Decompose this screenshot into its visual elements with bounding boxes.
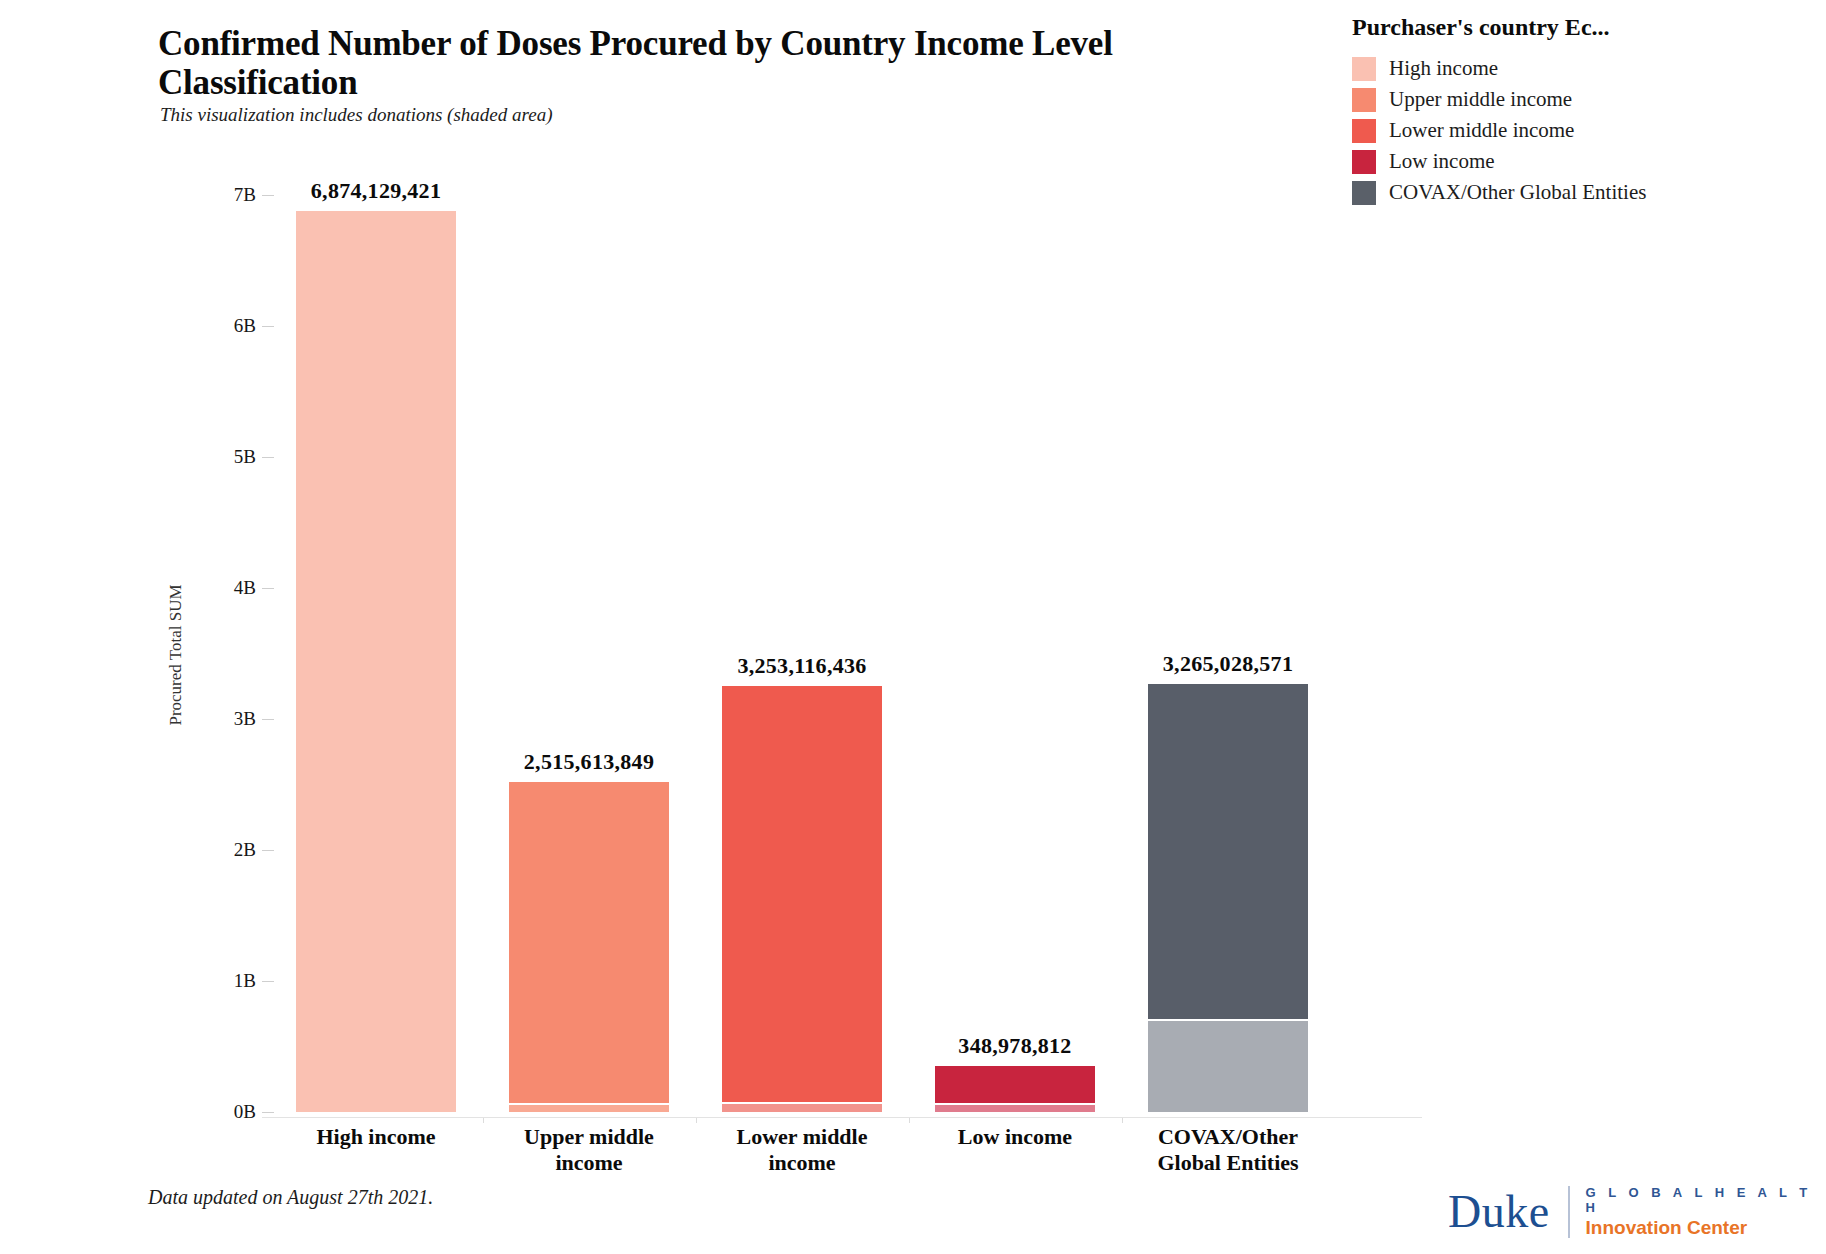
duke-ghic-logo: Duke G L O B A L H E A L T H Innovation …	[1448, 1182, 1826, 1242]
bar-covax-other-global-entities[interactable]	[1148, 684, 1308, 1112]
legend-swatch	[1352, 57, 1376, 81]
y-tick-2b: 2B	[196, 838, 256, 862]
category-label-high-income: High income	[256, 1124, 496, 1150]
legend-label: High income	[1389, 56, 1498, 81]
legend-label: Lower middle income	[1389, 118, 1574, 143]
logo-innovation-center: Innovation Center	[1586, 1217, 1826, 1239]
bar-high-income[interactable]	[296, 211, 456, 1112]
y-tick-mark	[262, 1112, 274, 1113]
x-axis-line	[262, 1117, 1422, 1118]
duke-wordmark: Duke	[1448, 1182, 1550, 1242]
category-label-upper-middle-income: Upper middleincome	[469, 1124, 709, 1176]
legend-swatch	[1352, 88, 1376, 112]
logo-global-health: G L O B A L H E A L T H	[1586, 1185, 1826, 1215]
y-tick-1b: 1B	[196, 969, 256, 993]
y-tick-mark	[262, 719, 274, 720]
logo-text: G L O B A L H E A L T H Innovation Cente…	[1586, 1185, 1826, 1239]
legend-swatch	[1352, 119, 1376, 143]
y-tick-mark	[262, 850, 274, 851]
y-tick-0b: 0B	[196, 1100, 256, 1124]
value-label-covax-other-global-entities: 3,265,028,571	[1078, 651, 1378, 677]
bar-segment-procured[interactable]	[296, 211, 456, 1112]
value-label-lower-middle-income: 3,253,116,436	[652, 653, 952, 679]
y-tick-3b: 3B	[196, 707, 256, 731]
legend-title: Purchaser's country Ec...	[1352, 14, 1772, 41]
category-label-lower-middle-income: Lower middleincome	[682, 1124, 922, 1176]
legend: Purchaser's country Ec... High income Upp…	[1352, 14, 1772, 208]
bar-segment-procured[interactable]	[509, 782, 669, 1102]
dashboard: Confirmed Number of Doses Procured by Co…	[0, 0, 1826, 1254]
legend-label: Upper middle income	[1389, 87, 1572, 112]
bar-upper-middle-income[interactable]	[509, 782, 669, 1112]
bar-segment-procured[interactable]	[1148, 684, 1308, 1019]
y-tick-5b: 5B	[196, 445, 256, 469]
legend-item-high-income[interactable]: High income	[1352, 53, 1772, 84]
bar-segment-donations[interactable]	[722, 1102, 882, 1112]
y-tick-4b: 4B	[196, 576, 256, 600]
legend-swatch	[1352, 150, 1376, 174]
bar-segment-donations[interactable]	[935, 1103, 1095, 1112]
category-label-low-income: Low income	[895, 1124, 1135, 1150]
category-label-covax-other-global-entities: COVAX/OtherGlobal Entities	[1108, 1124, 1348, 1176]
bar-lower-middle-income[interactable]	[722, 686, 882, 1112]
value-label-low-income: 348,978,812	[865, 1033, 1165, 1059]
y-tick-mark	[262, 588, 274, 589]
logo-divider	[1568, 1186, 1570, 1238]
page-title: Confirmed Number of Doses Procured by Co…	[158, 24, 1238, 102]
value-label-upper-middle-income: 2,515,613,849	[439, 749, 739, 775]
bar-segment-procured[interactable]	[722, 686, 882, 1102]
value-label-high-income: 6,874,129,421	[226, 178, 526, 204]
legend-label: Low income	[1389, 149, 1495, 174]
legend-items: High income Upper middle income Lower midd…	[1352, 53, 1772, 208]
page-subtitle: This visualization includes donations (s…	[160, 104, 552, 126]
legend-swatch	[1352, 181, 1376, 205]
bar-segment-donations[interactable]	[1148, 1019, 1308, 1112]
y-axis-label: Procured Total SUM	[166, 584, 186, 725]
legend-item-low-income[interactable]: Low income	[1352, 146, 1772, 177]
bar-low-income[interactable]	[935, 1066, 1095, 1112]
data-updated-note: Data updated on August 27th 2021.	[148, 1186, 433, 1209]
bar-segment-donations[interactable]	[509, 1103, 669, 1112]
legend-item-upper-middle-income[interactable]: Upper middle income	[1352, 84, 1772, 115]
y-tick-6b: 6B	[196, 314, 256, 338]
y-tick-mark	[262, 981, 274, 982]
legend-item-lower-middle-income[interactable]: Lower middle income	[1352, 115, 1772, 146]
legend-label: COVAX/Other Global Entities	[1389, 180, 1646, 205]
y-tick-mark	[262, 326, 274, 327]
legend-item-covax-other-global-entities[interactable]: COVAX/Other Global Entities	[1352, 177, 1772, 208]
y-tick-mark	[262, 457, 274, 458]
bar-segment-procured[interactable]	[935, 1066, 1095, 1103]
